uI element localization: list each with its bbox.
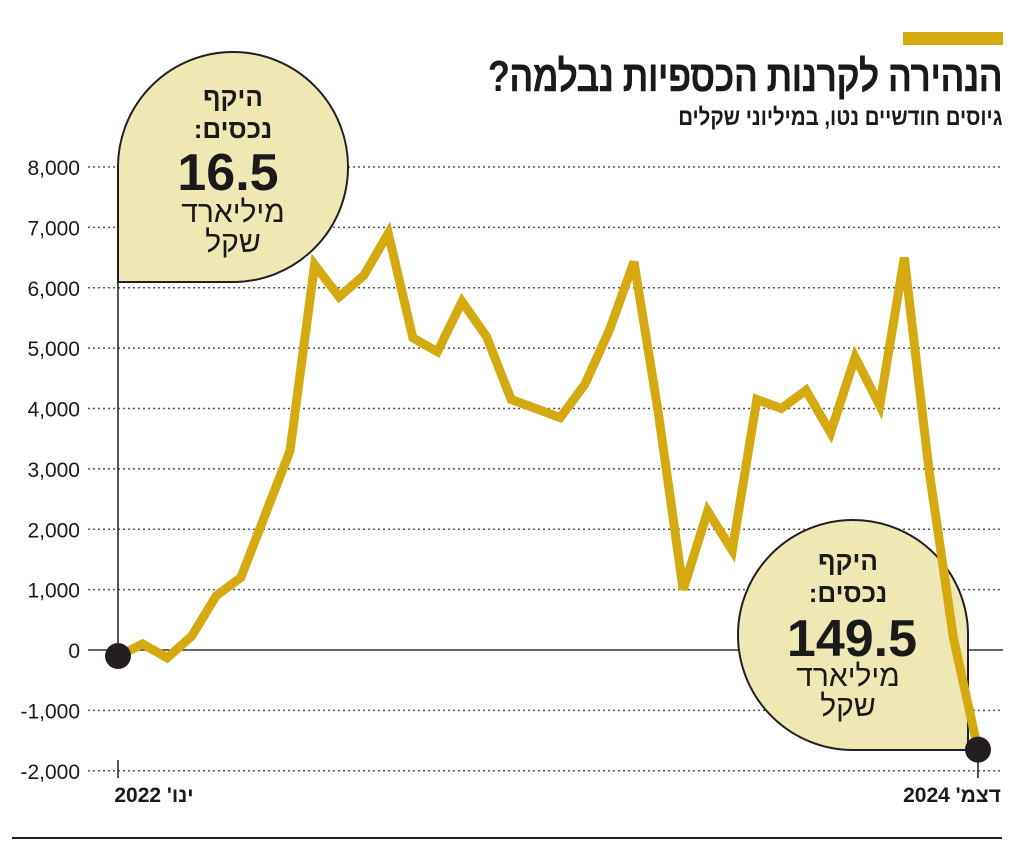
x-tick-label: דצמ' 2024	[903, 784, 1001, 807]
y-tick-label: 1,000	[27, 580, 80, 603]
y-tick-label: 8,000	[27, 157, 80, 180]
y-tick-label: 3,000	[27, 459, 80, 482]
annotation-end-value: 149.5	[787, 610, 917, 668]
y-tick-label: 2,000	[27, 519, 80, 542]
y-tick-label: 5,000	[27, 338, 80, 361]
annotation-end-line1: היקף	[818, 546, 878, 576]
annotation-end-line2: נכסים:	[809, 578, 887, 608]
y-tick-label: 4,000	[27, 399, 80, 422]
y-tick-label: -1,000	[20, 700, 80, 723]
start-point	[105, 643, 131, 670]
annotation-start-line1: היקף	[203, 82, 263, 112]
annotation-end-unit2: שקל	[820, 690, 876, 723]
annotation-start-line2: נכסים:	[194, 114, 272, 144]
y-tick-label: 6,000	[27, 278, 80, 301]
annotation-start-unit2: שקל	[205, 226, 261, 259]
x-tick-label: ינו' 2022	[114, 784, 193, 807]
annotation-start-unit1: מיליארד	[181, 196, 285, 229]
accent-bar	[903, 32, 1003, 45]
y-tick-label: 0	[68, 640, 80, 663]
y-tick-label: -2,000	[20, 761, 80, 784]
annotation-end-unit1: מיליארד	[796, 660, 900, 693]
chart-subtitle: גיוסים חודשיים נטו, במיליוני שקלים	[677, 104, 1002, 131]
annotation-start-value: 16.5	[177, 144, 278, 202]
bottom-rule	[12, 837, 1002, 839]
y-tick-label: 7,000	[27, 217, 80, 240]
series-line	[113, 221, 983, 755]
annotation-bubble-start	[117, 51, 349, 283]
end-point	[965, 736, 991, 763]
chart-title: הנהירה לקרנות הכספיות נבלמה?	[487, 52, 1003, 101]
